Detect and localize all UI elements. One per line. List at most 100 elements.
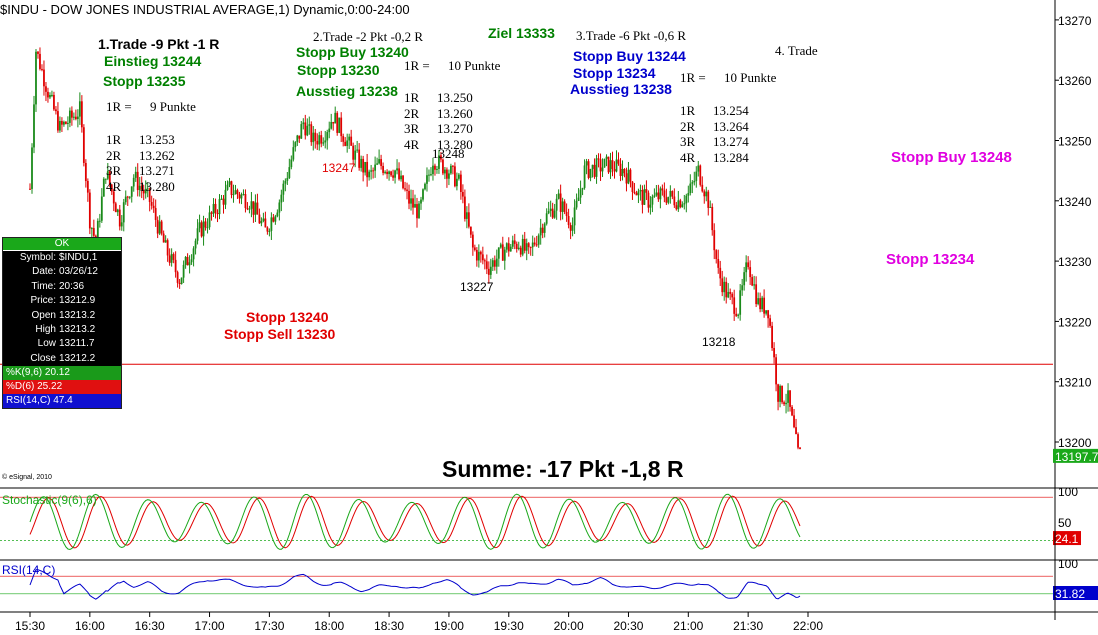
trade1-target-row: 1R 13.253 — [106, 132, 175, 147]
candle-body — [334, 112, 337, 124]
candle-body — [180, 277, 183, 285]
candle-body — [320, 135, 323, 144]
candle-body — [629, 169, 632, 182]
candle-body — [497, 247, 500, 259]
candle-body — [725, 281, 728, 298]
candle-body — [202, 221, 205, 237]
trade2-target-row: 4R 13.280 — [404, 136, 473, 152]
candle-body — [703, 191, 706, 197]
candle-body — [681, 204, 684, 208]
candle-body — [304, 122, 307, 136]
candle-body — [687, 193, 690, 196]
trade2-exit: Ausstieg 13238 — [296, 83, 398, 99]
candle-body — [338, 117, 341, 133]
candle-body — [382, 165, 384, 173]
time-tick-label: 17:00 — [195, 619, 225, 633]
candle-body — [106, 171, 109, 179]
copyright: © eSignal, 2010 — [2, 474, 52, 481]
candle-body — [230, 181, 233, 195]
data-window-row: Time: 20:36 — [31, 280, 85, 292]
candle-body — [39, 53, 41, 69]
data-window-row: High 13213.2 — [35, 323, 96, 335]
candle-body — [37, 51, 39, 54]
candle-body — [555, 198, 558, 211]
candle-body — [222, 198, 225, 205]
candle-body — [523, 238, 526, 251]
data-window-row: Close 13212.2 — [30, 352, 96, 364]
candle-body — [477, 251, 480, 261]
data-window-row: Price: 13212.9 — [30, 295, 96, 307]
candle-body — [358, 149, 361, 168]
candle-body — [234, 190, 237, 195]
candle-body — [35, 51, 37, 105]
candle-body — [479, 251, 482, 255]
swing-label-13227: 13227 — [460, 280, 494, 294]
candle-body — [78, 101, 81, 117]
candle-body — [112, 191, 115, 204]
candle-body — [360, 158, 363, 168]
data-window-status[interactable]: OK — [3, 238, 121, 251]
candle-body — [689, 183, 692, 194]
candle-body — [110, 184, 113, 192]
candle-body — [569, 224, 572, 231]
candle-body — [467, 212, 470, 227]
trade3-exit: Ausstieg 13238 — [570, 81, 672, 97]
target-label: Ziel 13333 — [488, 25, 555, 41]
candle-body — [457, 174, 460, 179]
candle-body — [212, 203, 215, 214]
candle-body — [61, 121, 63, 125]
candle-body — [120, 222, 123, 227]
candle-body — [683, 203, 686, 205]
candle-body — [549, 208, 552, 211]
candle-body — [603, 158, 606, 168]
candle-body — [509, 246, 512, 252]
candle-body — [699, 165, 702, 185]
candle-body — [76, 116, 79, 120]
candle-body — [517, 247, 520, 249]
candle-body — [322, 142, 325, 144]
candle-body — [258, 214, 261, 224]
data-window-row: Date: 03/26/12 — [32, 266, 98, 278]
candle-body — [424, 183, 426, 190]
candle-body — [140, 185, 143, 190]
stoch-last-box — [1053, 531, 1081, 546]
trade1-title: 1.Trade -9 Pkt -1 R — [98, 36, 220, 52]
candle-body — [456, 178, 458, 187]
candle-body — [591, 164, 594, 169]
candle-body — [264, 218, 267, 228]
trade2-target-row: 1R 13.250 — [404, 90, 473, 105]
data-window[interactable]: OK Symbol: $INDU,1 Date: 03/26/12 Time: 20:… — [2, 237, 122, 410]
candle-body — [134, 171, 137, 178]
candle-body — [717, 258, 720, 268]
trade1-targets: 1R 13.253 2R 13.262 3R 13.271 4R 13.280 — [106, 132, 175, 194]
trade1-entry: Einstieg 13244 — [104, 53, 202, 69]
candle-body — [74, 116, 77, 120]
candle-body — [346, 140, 349, 146]
candle-body — [643, 189, 646, 205]
candle-body — [226, 184, 229, 190]
candle-body — [168, 255, 171, 263]
candle-body — [316, 140, 319, 145]
candle-body — [374, 164, 377, 171]
time-tick-label: 18:30 — [374, 619, 404, 633]
candle-body — [611, 160, 614, 170]
candle-body — [661, 188, 664, 191]
candle-body — [759, 298, 762, 310]
candle-body — [136, 171, 139, 191]
trade2-stop: Stopp 13230 — [297, 62, 380, 78]
candle-body — [298, 135, 301, 139]
candle-body — [525, 243, 528, 251]
candle-body — [705, 191, 708, 197]
candle-body — [108, 171, 111, 185]
candle-body — [719, 267, 722, 279]
candle-body — [471, 234, 474, 248]
candle-body — [739, 290, 742, 315]
trade2-title: 2.Trade -2 Pkt -0,2 R — [313, 29, 424, 44]
candle-body — [637, 191, 640, 196]
candle-body — [461, 191, 464, 197]
candle-body — [797, 434, 799, 448]
candle-body — [487, 268, 490, 275]
trade2-r-label: 1R = — [404, 58, 430, 73]
candle-body — [284, 180, 287, 184]
